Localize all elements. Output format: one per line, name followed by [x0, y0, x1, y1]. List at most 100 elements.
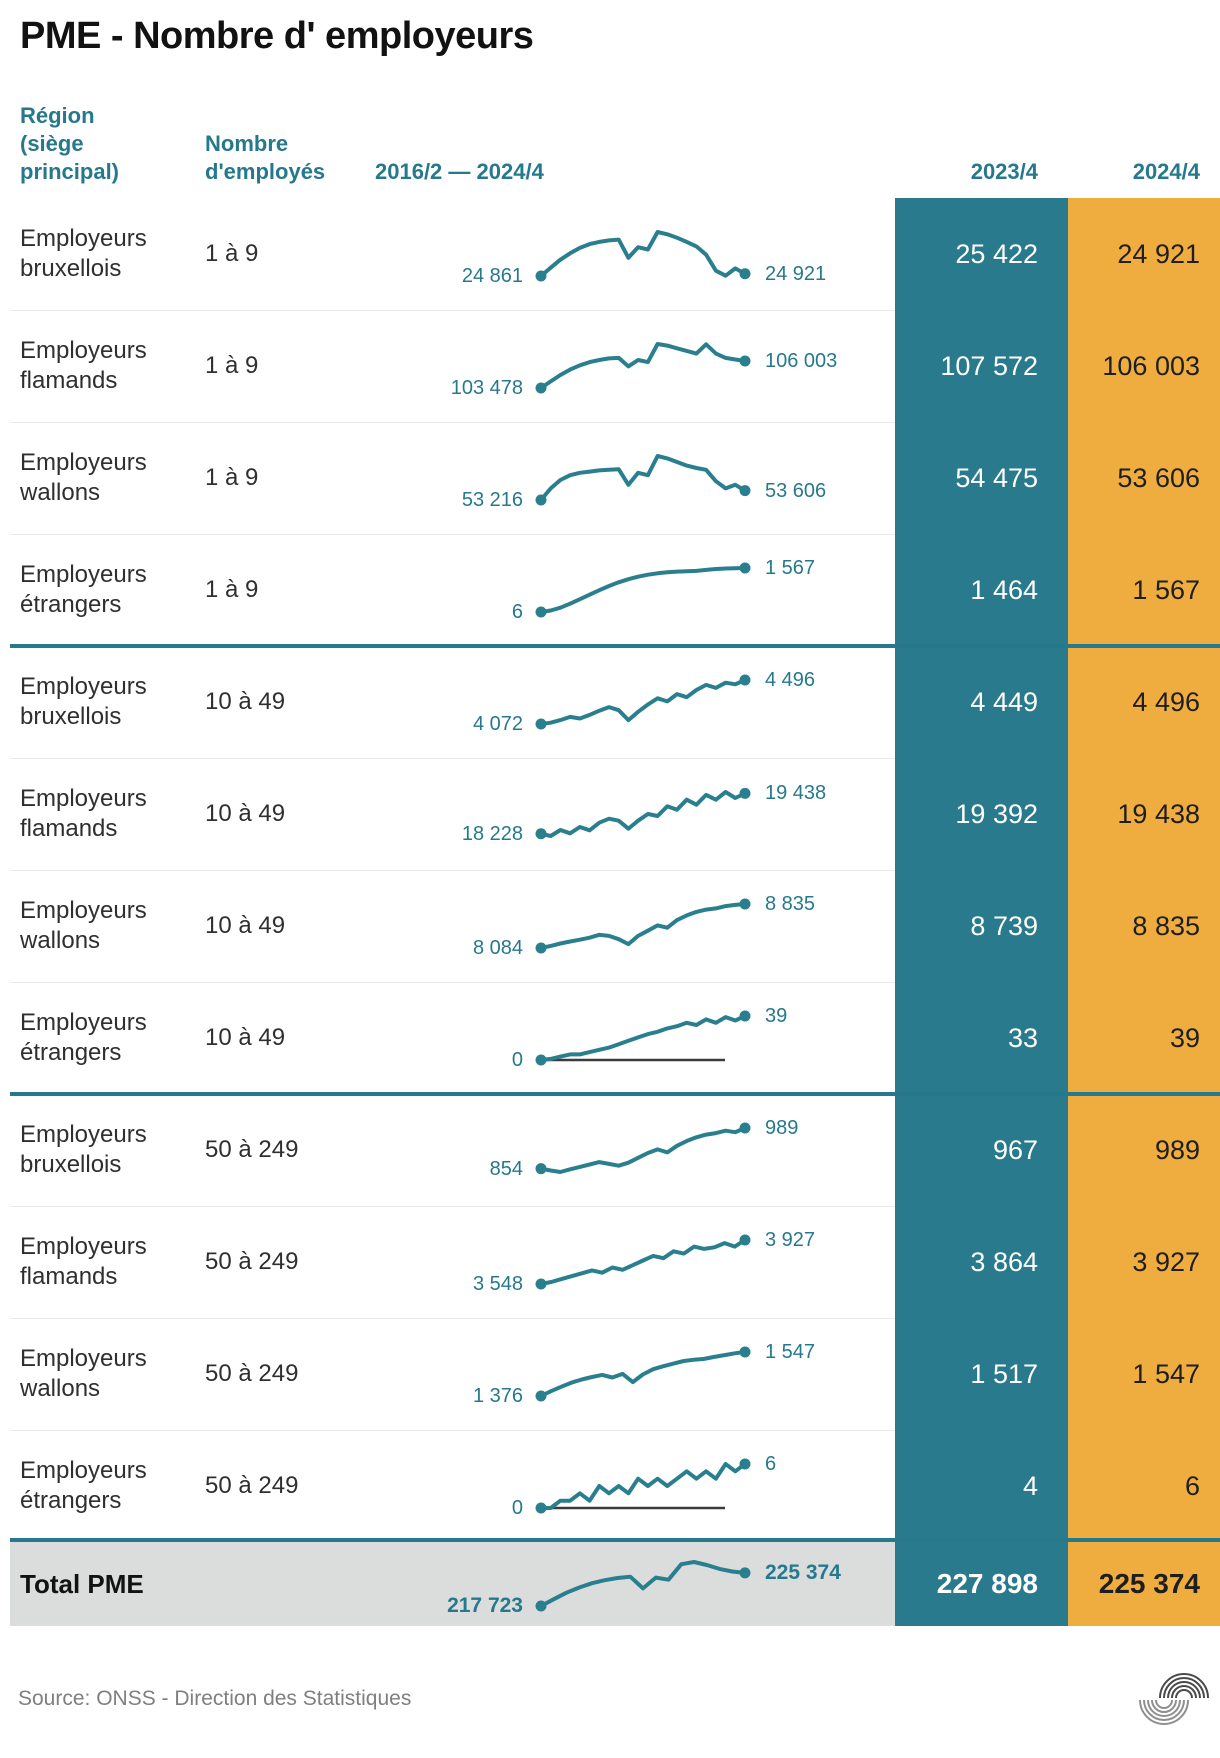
sparkline-start-value: 24 861 — [461, 265, 523, 287]
employee-range-label: 1 à 9 — [205, 464, 259, 491]
table-row: Employeurs bruxellois 1 à 9 24 861 24 921… — [0, 198, 1220, 310]
sparkline-cell: 0 39 — [375, 982, 895, 1094]
sparkline-chart — [535, 1346, 751, 1402]
sparkline-start-value: 854 — [489, 1157, 523, 1180]
sparkline-end-value: 6 — [765, 1453, 777, 1475]
total-sparkline-start-value: 217 723 — [447, 1594, 523, 1617]
sparkline-chart — [535, 562, 751, 618]
value-2023-4: 8 739 — [895, 870, 1068, 982]
table-row: Employeurs flamands 1 à 9 103 478 106 003… — [0, 310, 1220, 422]
value-2024-4: 989 — [1068, 1094, 1220, 1206]
value-2023-4: 3 864 — [895, 1206, 1068, 1318]
sparkline-start-value: 0 — [511, 1497, 523, 1519]
sparkline-cell: 1 376 1 547 — [375, 1318, 895, 1430]
region-label: Employeurs étrangers — [20, 1009, 147, 1066]
table-row: Employeurs wallons 10 à 49 8 084 8 835 8 … — [0, 870, 1220, 982]
table-row: Employeurs étrangers 10 à 49 0 39 33 39 — [0, 982, 1220, 1094]
header-2023-4: 2023/4 — [970, 159, 1038, 184]
header-2024-4: 2024/4 — [1132, 159, 1200, 184]
sparkline-end-value: 3 927 — [765, 1229, 816, 1251]
table-body: Employeurs bruxellois 1 à 9 24 861 24 921… — [0, 198, 1220, 1542]
table-row: Employeurs étrangers 1 à 9 6 1 567 1 464 … — [0, 534, 1220, 646]
region-label: Employeurs bruxellois — [20, 673, 147, 730]
sparkline-cell: 103 478 106 003 — [375, 310, 895, 422]
sparkline-chart — [535, 230, 751, 282]
value-2024-4: 6 — [1068, 1430, 1220, 1542]
sparkline-chart — [535, 1234, 751, 1290]
sparkline-chart — [535, 898, 751, 954]
header-period: 2016/2 — 2024/4 — [375, 159, 544, 184]
value-2024-4: 106 003 — [1068, 310, 1220, 422]
value-2023-4: 1 517 — [895, 1318, 1068, 1430]
sparkline-start-value: 18 228 — [461, 822, 523, 845]
region-label: Employeurs étrangers — [20, 561, 147, 618]
region-label: Employeurs wallons — [20, 1345, 147, 1402]
value-2024-4: 4 496 — [1068, 646, 1220, 758]
sparkline-end-value: 4 496 — [765, 669, 816, 691]
value-2023-4: 33 — [895, 982, 1068, 1094]
region-label: Employeurs bruxellois — [20, 1121, 147, 1178]
employee-range-label: 10 à 49 — [205, 1024, 286, 1051]
region-label: Employeurs wallons — [20, 897, 147, 954]
footer: Source: ONSS - Direction des Statistique… — [0, 1668, 1220, 1730]
table-header: Région (siège principal) Nombre d'employ… — [0, 102, 1220, 198]
sparkline-cell: 3 548 3 927 — [375, 1206, 895, 1318]
sparkline-chart — [535, 342, 751, 394]
sparkline-chart — [535, 674, 751, 730]
employee-range-label: 1 à 9 — [205, 576, 259, 603]
value-2023-4: 4 — [895, 1430, 1068, 1542]
employee-range-label: 50 à 249 — [205, 1248, 299, 1275]
region-label: Employeurs bruxellois — [20, 225, 147, 282]
value-2024-4: 1 567 — [1068, 534, 1220, 646]
sparkline-start-value: 6 — [511, 601, 523, 623]
sparkline-end-value: 39 — [765, 1005, 788, 1027]
employee-range-label: 1 à 9 — [205, 240, 259, 267]
sparkline-chart — [535, 1010, 751, 1066]
region-label: Employeurs flamands — [20, 337, 147, 394]
sparkline-cell: 18 228 19 438 — [375, 758, 895, 870]
header-region: Région (siège principal) — [20, 103, 120, 184]
employee-range-label: 50 à 249 — [205, 1472, 299, 1499]
sparkline-start-value: 3 548 — [472, 1273, 523, 1295]
sparkline-start-value: 0 — [511, 1049, 523, 1071]
sparkline-start-value: 1 376 — [472, 1385, 523, 1407]
value-2024-4: 53 606 — [1068, 422, 1220, 534]
total-value-2023-4: 227 898 — [895, 1542, 1068, 1626]
sparkline-end-value: 53 606 — [765, 479, 827, 502]
table-row: Employeurs étrangers 50 à 249 0 6 4 6 — [0, 1430, 1220, 1542]
sparkline-end-value: 8 835 — [765, 893, 816, 915]
table-row: Employeurs flamands 10 à 49 18 228 19 438… — [0, 758, 1220, 870]
sparkline-chart — [535, 454, 751, 506]
table-row: Employeurs wallons 50 à 249 1 376 1 547 1… — [0, 1318, 1220, 1430]
region-label: Employeurs flamands — [20, 785, 147, 842]
value-2023-4: 1 464 — [895, 534, 1068, 646]
sparkline-cell: 8 084 8 835 — [375, 870, 895, 982]
value-2023-4: 54 475 — [895, 422, 1068, 534]
value-2024-4: 8 835 — [1068, 870, 1220, 982]
sparkline-cell: 0 6 — [375, 1430, 895, 1542]
employee-range-label: 10 à 49 — [205, 688, 286, 715]
value-2023-4: 4 449 — [895, 646, 1068, 758]
page-title: PME - Nombre d' employeurs — [20, 15, 534, 57]
total-value-2024-4: 225 374 — [1068, 1542, 1220, 1626]
value-2024-4: 39 — [1068, 982, 1220, 1094]
sparkline-end-value: 1 567 — [765, 557, 816, 579]
sparkline-cell: 24 861 24 921 — [375, 198, 895, 310]
employee-range-label: 10 à 49 — [205, 800, 286, 827]
sparkline-cell: 854 989 — [375, 1094, 895, 1206]
value-2024-4: 3 927 — [1068, 1206, 1220, 1318]
sparkline-cell: 4 072 4 496 — [375, 646, 895, 758]
table-row: Employeurs bruxellois 50 à 249 854 989 96… — [0, 1092, 1220, 1206]
total-sparkline-cell: 217 723 225 374 — [375, 1542, 895, 1626]
sparkline-start-value: 8 084 — [472, 937, 523, 959]
region-label: Employeurs étrangers — [20, 1457, 147, 1514]
total-sparkline-chart — [535, 1560, 751, 1612]
sparkline-start-value: 4 072 — [472, 713, 523, 735]
onss-logo-icon — [1139, 1673, 1209, 1725]
region-label: Employeurs wallons — [20, 449, 147, 506]
employee-range-label: 50 à 249 — [205, 1360, 299, 1387]
value-2024-4: 1 547 — [1068, 1318, 1220, 1430]
sparkline-cell: 6 1 567 — [375, 534, 895, 646]
sparkline-start-value: 103 478 — [450, 377, 523, 399]
sparkline-end-value: 106 003 — [765, 350, 838, 373]
